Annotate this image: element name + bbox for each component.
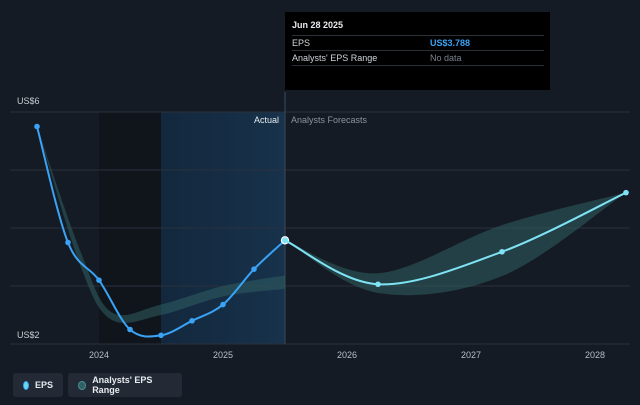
x-tick-label: 2028 <box>585 350 605 360</box>
tooltip-date: Jun 28 2025 <box>292 20 344 30</box>
tooltip-eps-label: EPS <box>292 38 311 48</box>
legend-item-eps[interactable]: EPS <box>13 373 63 397</box>
eps-point <box>65 239 71 246</box>
legend-item-eps-range[interactable]: Analysts' EPS Range <box>68 373 182 397</box>
y-axis-top-label: US$6 <box>17 96 40 106</box>
tooltip-range-label: Analysts' EPS Range <box>292 53 378 63</box>
eps-point <box>127 326 133 333</box>
eps-forecast-point <box>375 281 381 288</box>
eps-point <box>158 332 164 339</box>
tooltip-row-range: Analysts' EPS Range No data <box>292 50 544 66</box>
eps-point <box>189 318 195 324</box>
eps-range-band-forecast <box>285 192 626 296</box>
x-tick-label: 2025 <box>213 350 233 360</box>
tooltip-row-eps: EPS US$3.788 <box>292 35 544 50</box>
eps-point <box>280 236 290 245</box>
eps-point <box>220 301 226 308</box>
legend-range-label: Analysts' EPS Range <box>92 375 153 395</box>
tooltip: Jun 28 2025 EPS US$3.788 Analysts' EPS R… <box>285 12 550 90</box>
tooltip-eps-value: US$3.788 <box>430 38 471 48</box>
eps-forecast-point <box>499 248 505 255</box>
eps-dot-icon <box>23 380 29 390</box>
x-tick-label: 2024 <box>89 350 109 360</box>
legend-eps-label: EPS <box>34 380 53 390</box>
x-tick-label: 2026 <box>337 350 357 360</box>
eps-forecast-line <box>284 191 627 286</box>
range-dot-icon <box>78 380 87 390</box>
eps-point <box>96 277 102 284</box>
x-tick-label: 2027 <box>461 350 481 360</box>
tooltip-range-value: No data <box>430 53 462 63</box>
eps-point <box>251 266 257 272</box>
y-axis-bottom-label: US$2 <box>17 330 40 340</box>
eps-forecast-point <box>623 189 629 196</box>
actual-label: Actual <box>254 115 279 125</box>
forecast-label: Analysts Forecasts <box>291 115 368 125</box>
eps-point <box>34 123 40 130</box>
